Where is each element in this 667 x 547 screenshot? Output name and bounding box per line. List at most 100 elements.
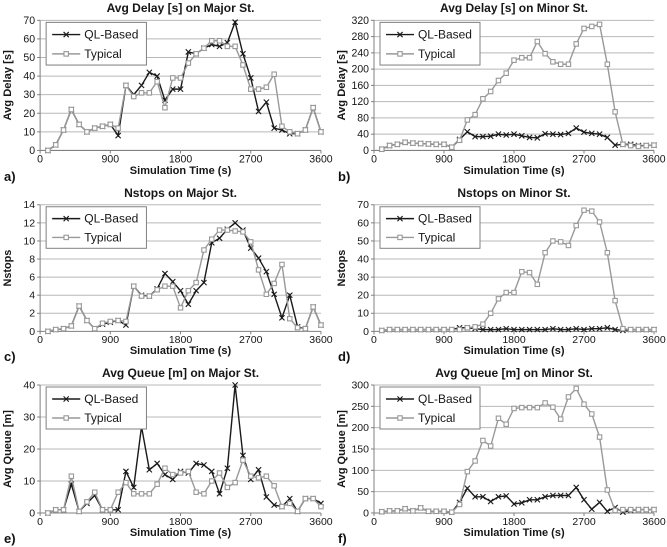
svg-text:3600: 3600 [642,516,666,528]
svg-text:200: 200 [351,64,369,76]
svg-text:QL-Based: QL-Based [84,392,138,406]
svg-text:Avg Delay [s] on Major St.: Avg Delay [s] on Major St. [107,1,255,15]
svg-text:Typical: Typical [418,230,455,244]
svg-text:Simulation Time (s): Simulation Time (s) [463,527,565,539]
svg-text:1800: 1800 [169,154,193,166]
chart-avg-delay-major-st: a) 0 10 20 30 40 50 60 70 0 900 1800 2700 3600 Avg De… [0,0,334,185]
svg-text:30: 30 [357,273,369,284]
svg-text:QL-Based: QL-Based [418,212,472,226]
svg-text:Simulation Time (s): Simulation Time (s) [463,165,564,177]
svg-text:900: 900 [435,516,453,528]
svg-text:1800: 1800 [502,335,526,346]
svg-text:50: 50 [23,52,35,64]
chart-svg-e: 0 10 20 30 40 0 900 1800 2700 3600 Avg Queue [m] o… [0,365,334,547]
chart-svg-b: 0 40 80 120 160 200 240 280 320 0 900 1800 2700 3600 A… [334,0,667,185]
svg-text:30: 30 [23,412,35,424]
svg-text:8: 8 [29,255,35,266]
svg-text:120: 120 [351,96,369,108]
svg-text:Avg Delay [s]: Avg Delay [s] [2,50,14,121]
svg-text:320: 320 [351,15,369,27]
svg-text:2700: 2700 [239,154,263,166]
svg-text:Simulation Time (s): Simulation Time (s) [130,527,232,539]
chart-nstops-minor-st: d) 0 10 20 30 40 50 60 70 0 900 1800 2700 3600 Nstops… [334,185,667,365]
chart-svg-d: 0 10 20 30 40 50 60 70 0 900 1800 2700 3600 Nstops on… [334,185,667,365]
svg-text:Avg Queue [m] on Major St.: Avg Queue [m] on Major St. [102,366,259,380]
svg-text:2700: 2700 [572,335,596,346]
svg-text:50: 50 [357,236,369,247]
chart-avg-queue-minor-st: f) 0 50 100 150 200 250 300 0 900 1800 2700 3600 Avg… [334,365,667,547]
svg-text:0: 0 [363,145,369,157]
svg-text:10: 10 [23,236,35,247]
svg-text:3600: 3600 [642,335,666,346]
svg-text:Typical: Typical [84,47,121,61]
svg-text:3600: 3600 [642,154,665,166]
svg-text:900: 900 [435,154,453,166]
svg-text:2700: 2700 [239,335,263,346]
svg-text:3600: 3600 [309,154,333,166]
svg-text:280: 280 [351,31,369,43]
svg-text:Typical: Typical [418,411,455,425]
svg-text:150: 150 [351,444,369,456]
svg-text:40: 40 [23,380,35,392]
svg-text:0: 0 [371,154,377,166]
svg-text:20: 20 [23,108,35,120]
panel-label-b: b) [338,169,351,184]
svg-text:1800: 1800 [502,154,525,166]
svg-text:40: 40 [357,255,369,266]
svg-text:100: 100 [351,465,369,477]
svg-text:Avg Delay [s] on Minor St.: Avg Delay [s] on Minor St. [440,1,588,15]
svg-text:30: 30 [23,89,35,101]
svg-text:QL-Based: QL-Based [84,212,138,226]
svg-text:250: 250 [351,401,369,413]
chart-nstops-major-st: c) 0 2 4 6 8 10 12 14 0 900 1800 2700 3600 Nstops on … [0,185,334,365]
svg-text:QL-Based: QL-Based [418,28,472,42]
svg-text:6: 6 [29,273,35,284]
svg-text:0: 0 [363,327,369,338]
svg-text:60: 60 [357,218,369,229]
svg-text:0: 0 [37,335,43,346]
svg-text:0: 0 [29,145,35,157]
svg-text:Avg Queue [m]: Avg Queue [m] [336,410,348,488]
chart-avg-delay-minor-st: b) 0 40 80 120 160 200 240 280 320 0 900 1800 2700 36… [334,0,667,185]
svg-text:10: 10 [23,476,35,488]
svg-text:70: 70 [357,200,369,211]
chart-avg-queue-major-st: e) 0 10 20 30 40 0 900 1800 2700 3600 Avg Queue [m… [0,365,334,547]
svg-text:1800: 1800 [502,516,526,528]
svg-text:900: 900 [102,335,120,346]
svg-text:0: 0 [29,327,35,338]
svg-text:Nstops: Nstops [2,250,14,287]
svg-text:Avg Queue [m] on Minor St.: Avg Queue [m] on Minor St. [435,366,593,380]
svg-text:20: 20 [23,444,35,456]
svg-text:Avg Queue [m]: Avg Queue [m] [2,410,14,488]
svg-text:Typical: Typical [84,411,121,425]
svg-text:0: 0 [363,508,369,520]
svg-text:200: 200 [351,422,369,434]
svg-text:0: 0 [29,508,35,520]
panel-label-d: d) [338,349,351,364]
svg-text:0: 0 [37,516,43,528]
svg-text:Nstops on Major St.: Nstops on Major St. [124,186,237,200]
panel-label-f: f) [338,531,347,546]
svg-text:QL-Based: QL-Based [418,392,472,406]
svg-text:14: 14 [23,200,35,211]
svg-text:2700: 2700 [572,516,596,528]
svg-text:160: 160 [351,80,369,92]
svg-text:1800: 1800 [169,335,193,346]
svg-text:2700: 2700 [572,154,595,166]
svg-text:900: 900 [102,154,120,166]
svg-text:4: 4 [29,291,35,302]
svg-text:40: 40 [357,129,369,141]
svg-text:0: 0 [371,516,377,528]
svg-text:900: 900 [102,516,120,528]
chart-svg-a: 0 10 20 30 40 50 60 70 0 900 1800 2700 3600 Avg Delay… [0,0,334,185]
chart-svg-c: 0 2 4 6 8 10 12 14 0 900 1800 2700 3600 Nstops on Maj… [0,185,334,365]
svg-text:2700: 2700 [239,516,263,528]
chart-svg-f: 0 50 100 150 200 250 300 0 900 1800 2700 3600 Avg Qu… [334,365,667,547]
svg-text:70: 70 [23,15,35,27]
panel-label-c: c) [4,349,16,364]
svg-text:Nstops: Nstops [336,250,348,287]
svg-text:50: 50 [357,486,369,498]
svg-text:80: 80 [357,112,369,124]
svg-text:10: 10 [23,126,35,138]
